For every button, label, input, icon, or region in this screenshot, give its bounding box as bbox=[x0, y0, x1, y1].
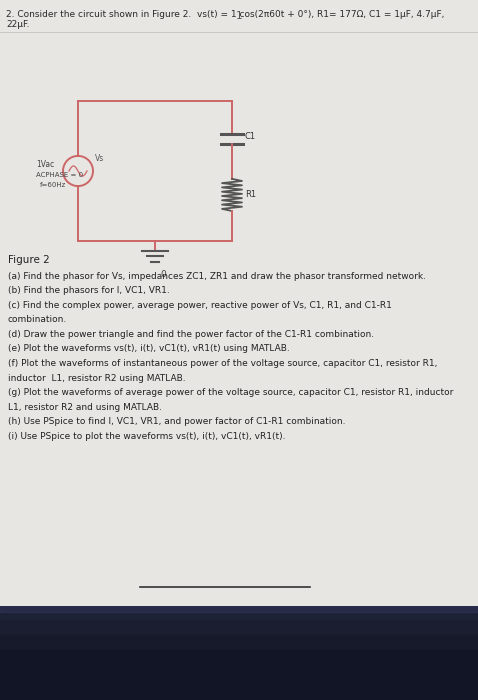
Text: (d) Draw the power triangle and find the power factor of the C1-R1 combination.: (d) Draw the power triangle and find the… bbox=[8, 330, 374, 339]
Text: 2. Consider the circuit shown in Figure 2.  vs(t) = 1 cos(2π60t + 0°), R1= 177Ω,: 2. Consider the circuit shown in Figure … bbox=[6, 10, 445, 19]
Text: (i) Use PSpice to plot the waveforms vs(t), i(t), vC1(t), vR1(t).: (i) Use PSpice to plot the waveforms vs(… bbox=[8, 432, 285, 441]
Text: 1Vac: 1Vac bbox=[36, 160, 54, 169]
Text: L1, resistor R2 and using MATLAB.: L1, resistor R2 and using MATLAB. bbox=[8, 402, 162, 412]
Text: (a) Find the phasor for Vs, impedances ZC1, ZR1 and draw the phasor transformed : (a) Find the phasor for Vs, impedances Z… bbox=[8, 272, 426, 281]
Text: (c) Find the complex power, average power, reactive power of Vs, C1, R1, and C1-: (c) Find the complex power, average powe… bbox=[8, 301, 392, 309]
Text: Vs: Vs bbox=[95, 154, 104, 163]
Text: (h) Use PSpice to find I, VC1, VR1, and power factor of C1-R1 combination.: (h) Use PSpice to find I, VC1, VR1, and … bbox=[8, 417, 346, 426]
Text: 0: 0 bbox=[160, 270, 166, 279]
Text: Figure 2: Figure 2 bbox=[8, 256, 50, 265]
Text: f=60Hz: f=60Hz bbox=[40, 182, 66, 188]
Text: combination.: combination. bbox=[8, 315, 67, 324]
Text: 1: 1 bbox=[236, 11, 242, 21]
Text: R1: R1 bbox=[245, 190, 256, 199]
Text: inductor  L1, resistor R2 using MATLAB.: inductor L1, resistor R2 using MATLAB. bbox=[8, 374, 185, 383]
Text: (b) Find the phasors for I, VC1, VR1.: (b) Find the phasors for I, VC1, VR1. bbox=[8, 286, 170, 295]
Text: ACPHASE = 0: ACPHASE = 0 bbox=[36, 172, 83, 178]
Text: (g) Plot the waveforms of average power of the voltage source, capacitor C1, res: (g) Plot the waveforms of average power … bbox=[8, 389, 453, 397]
Text: C1: C1 bbox=[245, 132, 256, 141]
Text: (e) Plot the waveforms vs(t), i(t), vC1(t), vR1(t) using MATLAB.: (e) Plot the waveforms vs(t), i(t), vC1(… bbox=[8, 344, 290, 354]
Text: 22μF.: 22μF. bbox=[6, 20, 30, 29]
Text: (f) Plot the waveforms of instantaneous power of the voltage source, capacitor C: (f) Plot the waveforms of instantaneous … bbox=[8, 359, 437, 368]
